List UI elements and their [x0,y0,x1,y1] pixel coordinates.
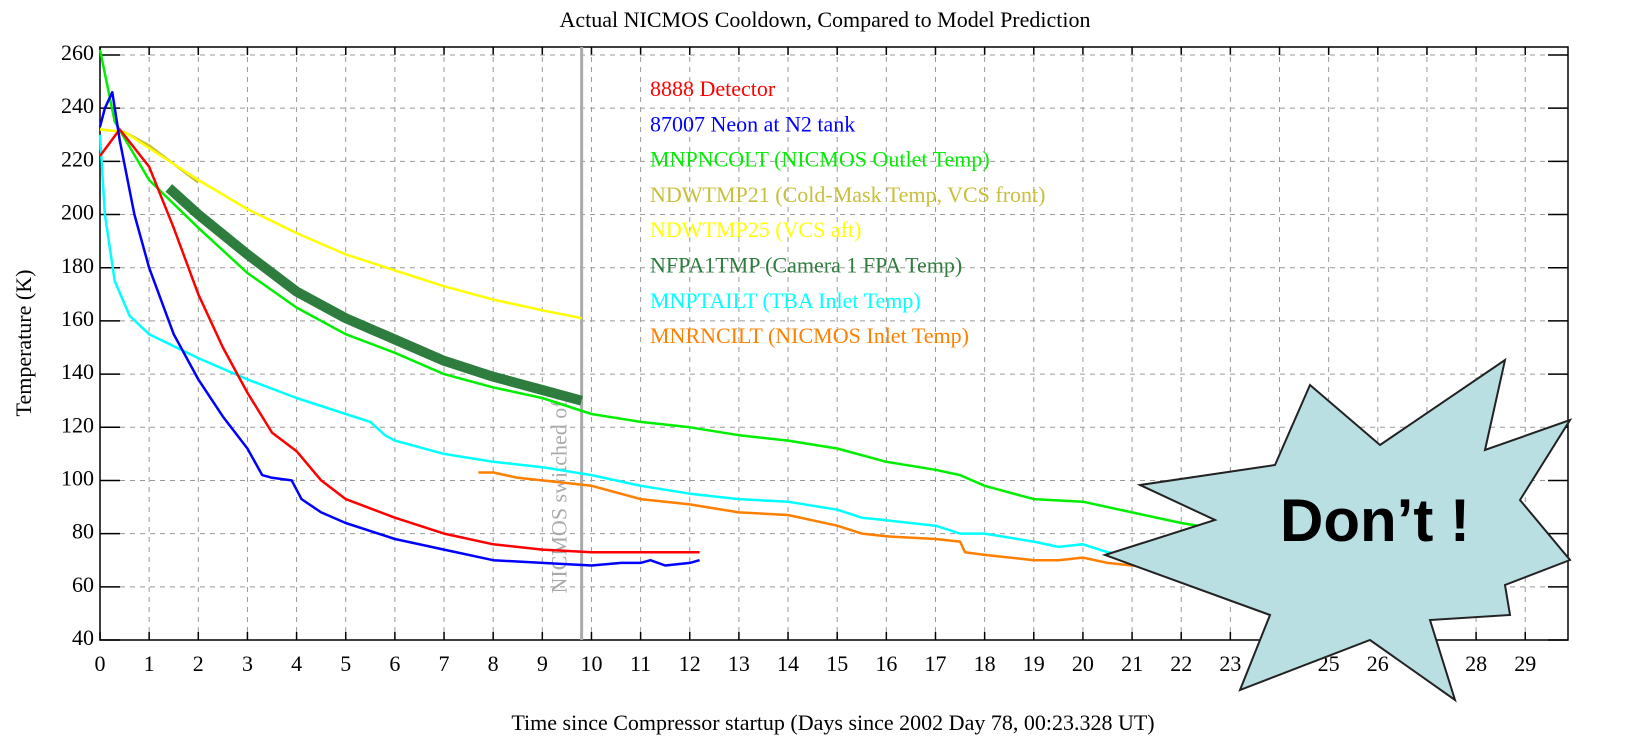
x-tick-label: 11 [630,651,651,676]
series-line [100,92,700,565]
x-tick-label: 5 [340,651,351,676]
x-tick-label: 7 [439,651,450,676]
legend-entry: 8888 Detector [650,76,776,101]
x-tick-label: 19 [1023,651,1045,676]
x-tick-label: 14 [777,651,799,676]
y-tick-label: 220 [61,146,94,171]
y-tick-label: 180 [61,253,94,278]
x-tick-label: 12 [679,651,701,676]
x-tick-label: 2 [193,651,204,676]
x-tick-label: 21 [1121,651,1143,676]
x-tick-label: 6 [389,651,400,676]
x-tick-label: 18 [974,651,996,676]
y-tick-label: 120 [61,412,94,437]
y-tick-label: 260 [61,40,94,65]
x-tick-label: 15 [826,651,848,676]
callout-text: Don’t ! [1280,487,1470,554]
x-tick-label: 9 [537,651,548,676]
x-tick-label: 10 [580,651,602,676]
legend-entry: 87007 Neon at N2 tank [650,111,855,136]
y-tick-label: 240 [61,93,94,118]
legend-entry: NFPA1TMP (Camera 1 FPA Temp) [650,253,962,278]
x-tick-label: 4 [291,651,302,676]
x-tick-label: 0 [95,651,106,676]
chart: Actual NICMOS Cooldown, Compared to Mode… [0,0,1642,746]
x-tick-label: 17 [924,651,946,676]
x-tick-label: 23 [1219,651,1241,676]
legend-entry: MNPNCOLT (NICMOS Outlet Temp) [650,147,990,172]
y-tick-label: 40 [72,625,94,650]
y-tick-label: 60 [72,572,94,597]
series-line [169,188,582,401]
x-tick-label: 22 [1170,651,1192,676]
legend-entry: NDWTMP25 (VCS aft) [650,217,861,242]
legend-entry: MNRNCILT (NICMOS Inlet Temp) [650,323,969,348]
y-tick-label: 80 [72,519,94,544]
x-tick-label: 1 [144,651,155,676]
y-tick-label: 200 [61,200,94,225]
x-tick-label: 20 [1072,651,1094,676]
y-tick-label: 100 [61,465,94,490]
x-tick-label: 28 [1465,651,1487,676]
x-tick-label: 3 [242,651,253,676]
x-axis-label: Time since Compressor startup (Days sinc… [511,710,1154,735]
legend-entry: NDWTMP21 (Cold-Mask Temp, VCS front) [650,182,1045,207]
x-tick-label: 13 [728,651,750,676]
y-tick-label: 140 [61,359,94,384]
x-tick-label: 26 [1367,651,1389,676]
x-tick-label: 16 [875,651,897,676]
legend-entry: MNPTAILT (TBA Inlet Temp) [650,288,921,313]
y-axis-label: Temperature (K) [11,270,36,417]
x-tick-label: 29 [1514,651,1536,676]
x-tick-label: 8 [488,651,499,676]
chart-title: Actual NICMOS Cooldown, Compared to Mode… [559,7,1090,32]
y-tick-label: 160 [61,306,94,331]
